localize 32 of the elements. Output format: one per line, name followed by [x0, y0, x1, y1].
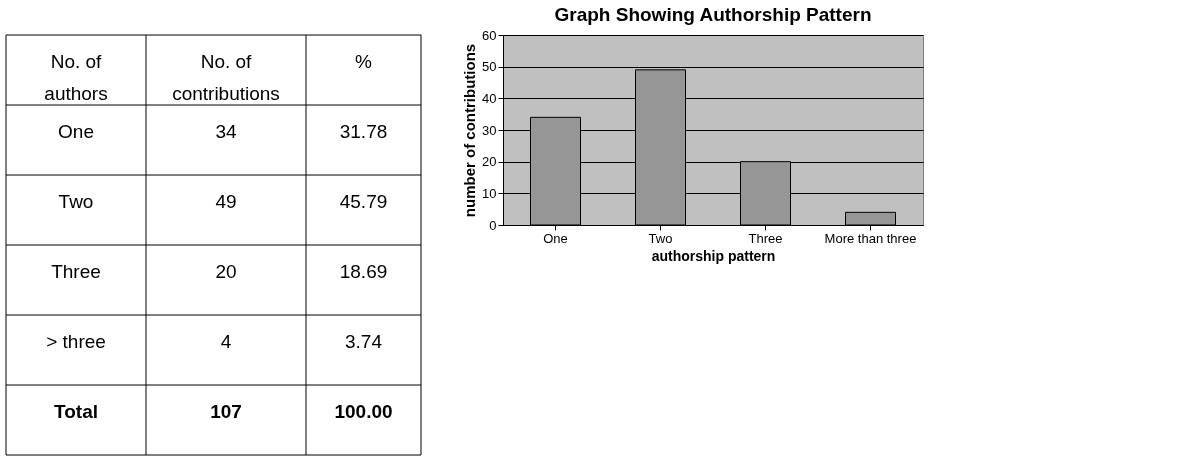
y-tick-label: 30	[482, 122, 497, 138]
text: > three	[46, 330, 106, 352]
y-tick-label: 10	[482, 185, 497, 201]
text: 4	[220, 330, 232, 352]
text: 3.74	[345, 330, 383, 352]
text: 18.69	[339, 260, 388, 282]
x-tick-label: One	[543, 230, 568, 246]
text: One	[58, 120, 94, 142]
text: Total	[54, 400, 98, 422]
text: Two	[58, 190, 94, 212]
text: 107	[210, 400, 242, 422]
x-tick-label: Three	[748, 230, 783, 246]
y-tick-label: 0	[489, 217, 497, 233]
text: 49	[215, 190, 237, 212]
text: No. of authors	[44, 50, 108, 104]
text: 100.00	[334, 400, 393, 422]
chart-title: Graph Showing Authorship Pattern	[554, 4, 872, 25]
x-tick-label: Two	[648, 230, 673, 246]
y-tick-label: 20	[482, 154, 497, 170]
y-tick-label: 50	[482, 59, 497, 75]
text: 34	[215, 120, 237, 142]
text: 45.79	[339, 190, 388, 212]
text: 20	[215, 260, 237, 282]
text: 31.78	[339, 120, 388, 142]
x-tick-label: More than three	[824, 230, 917, 246]
y-tick-label: 60	[482, 27, 497, 43]
text: Three	[51, 260, 101, 282]
x-axis-title: authorship pattern	[651, 247, 776, 264]
y-tick-label: 40	[482, 90, 497, 106]
y-axis-title: number of contributions	[461, 43, 479, 218]
text: %	[355, 50, 373, 72]
text: No. of contributions	[172, 50, 280, 104]
